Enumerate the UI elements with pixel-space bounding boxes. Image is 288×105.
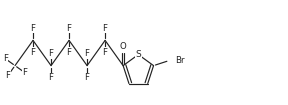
Text: F: F	[22, 68, 27, 77]
Text: F: F	[31, 24, 35, 33]
Text: F: F	[103, 24, 108, 33]
Text: O: O	[120, 42, 126, 51]
Text: F: F	[3, 54, 8, 63]
Text: F: F	[67, 48, 71, 57]
Text: S: S	[135, 50, 141, 59]
Text: F: F	[31, 48, 35, 57]
Text: F: F	[67, 24, 71, 33]
Text: F: F	[5, 71, 11, 80]
Text: F: F	[103, 48, 108, 57]
Text: F: F	[85, 73, 90, 82]
Text: F: F	[49, 49, 54, 58]
Text: Br: Br	[175, 56, 184, 65]
Text: F: F	[49, 73, 54, 82]
Text: F: F	[85, 49, 90, 58]
